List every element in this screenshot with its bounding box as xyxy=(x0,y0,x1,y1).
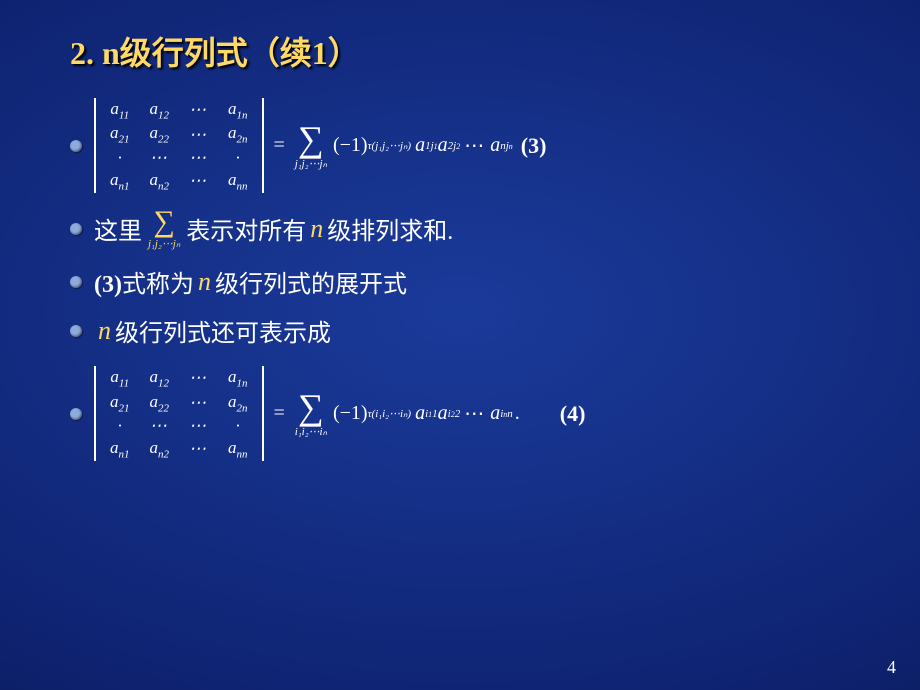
line4-post: 级行列式还可表示成 xyxy=(115,313,331,348)
sum-symbol-2: ∑ i₁i₂⋯iₙ xyxy=(295,389,327,438)
equation-3-row: a11 a12 ⋯ a1n a21 a22 ⋯ a2n ·⋯⋯· an1 an2 xyxy=(70,98,880,193)
sum-symbol: ∑ j₁j₂⋯jₙ xyxy=(295,121,327,170)
line2-mid: 表示对所有 xyxy=(186,211,306,246)
equation-4-row: a11 a12 ⋯ a1n a21 a22 ⋯ a2n ·⋯⋯· an1 an2 xyxy=(70,366,880,461)
bullet-icon xyxy=(70,408,82,420)
slide-title: 2. n级行列式（续1） xyxy=(70,28,880,74)
inline-n: n xyxy=(98,316,111,346)
eq3-rhs: (−1)τ(j₁j₂⋯jₙ) a1j1 a2j2 ⋯ anjn xyxy=(333,133,513,158)
bullet-icon xyxy=(70,276,82,288)
line2-pre: 这里 xyxy=(94,211,142,246)
line-4: n 级行列式还可表示成 xyxy=(70,313,880,348)
line-3: (3)式称为 n 级行列式的展开式 xyxy=(70,264,880,299)
inline-n: n xyxy=(198,267,211,297)
equals-sign: = xyxy=(274,134,285,157)
line3-text: (3)式称为 xyxy=(94,264,194,299)
line-2: 这里 ∑ j₁j₂⋯jₙ 表示对所有 n 级排列求和. xyxy=(70,207,880,250)
bullet-icon xyxy=(70,140,82,152)
eq4-rhs: (−1)τ(i₁i₂⋯iₙ) ai11 ai22 ⋯ ainn . xyxy=(333,401,520,426)
determinant-matrix: a11 a12 ⋯ a1n a21 a22 ⋯ a2n ·⋯⋯· an1 an2 xyxy=(94,98,264,193)
inline-n: n xyxy=(310,214,323,244)
bullet-icon xyxy=(70,325,82,337)
slide: 2. n级行列式（续1） a11 a12 ⋯ a1n a21 a22 ⋯ a2n xyxy=(0,0,920,690)
line2-post: 级排列求和. xyxy=(327,211,453,246)
page-number: 4 xyxy=(887,657,896,678)
eq3-label: (3) xyxy=(521,133,547,159)
inline-sum-symbol: ∑ j₁j₂⋯jₙ xyxy=(148,207,180,250)
bullet-icon xyxy=(70,223,82,235)
line3-post: 级行列式的展开式 xyxy=(215,264,407,299)
equals-sign: = xyxy=(274,402,285,425)
eq4-label: (4) xyxy=(560,401,586,427)
determinant-matrix-2: a11 a12 ⋯ a1n a21 a22 ⋯ a2n ·⋯⋯· an1 an2 xyxy=(94,366,264,461)
